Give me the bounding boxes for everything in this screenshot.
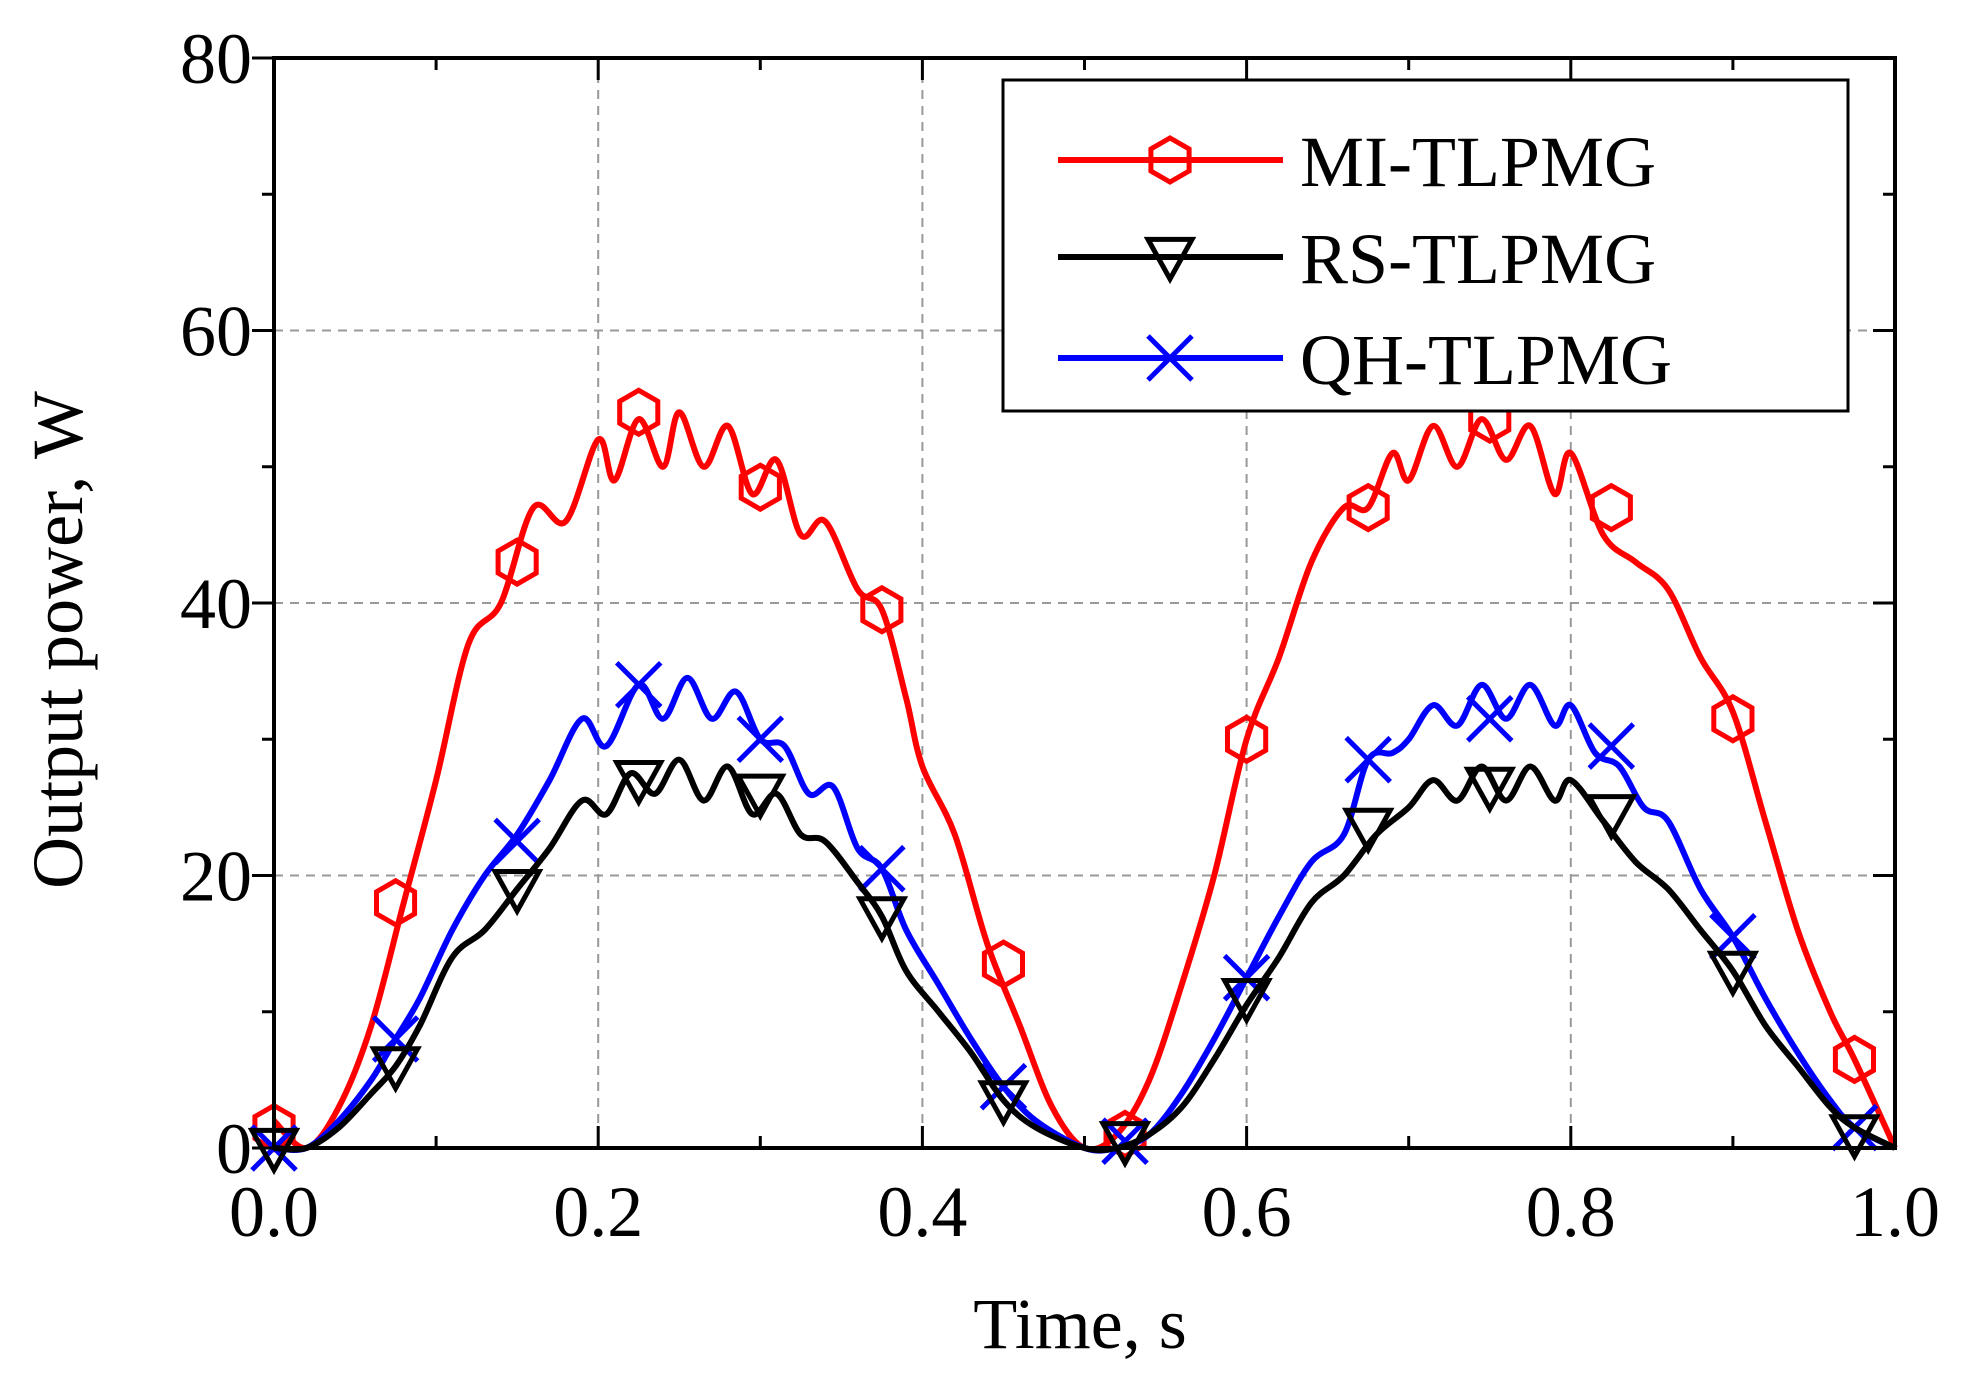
marker-rs-tlpmg <box>1463 766 1517 815</box>
y-tick-label: 20 <box>180 837 252 917</box>
marker-qh-tlpmg <box>736 715 785 764</box>
marker-mi-tlpmg <box>1711 693 1755 744</box>
marker-mi-tlpmg <box>617 387 661 438</box>
marker-qh-tlpmg-stroke <box>979 1062 1028 1111</box>
y-tick-labels: 0 20 40 60 80 <box>180 19 252 1189</box>
marker-mi-tlpmg <box>495 537 539 587</box>
marker-qh-tlpmg <box>614 660 663 709</box>
marker-qh-tlpmg-stroke <box>1344 735 1392 784</box>
series-rs-tlpmg <box>247 756 1897 1176</box>
marker-mi-tlpmg <box>1832 1034 1876 1085</box>
marker-qh-tlpmg <box>858 844 906 893</box>
marker-qh-tlpmg-stroke <box>371 1015 420 1063</box>
marker-rs-tlpmg <box>1828 1114 1881 1162</box>
legend-entry-rs-tlpmg: RS-TLPMG <box>1058 219 1656 299</box>
marker-rs-tlpmg <box>369 1046 422 1094</box>
marker-rs-tlpmg <box>977 1080 1030 1128</box>
marker-qh-tlpmg-stroke <box>1465 695 1514 743</box>
legend-label-mi-tlpmg: MI-TLPMG <box>1300 122 1656 202</box>
x-tick-labels: 0.0 0.2 0.4 0.6 0.8 1.0 <box>229 1172 1940 1252</box>
marker-qh-tlpmg <box>1587 722 1636 770</box>
marker-qh-tlpmg <box>371 1015 420 1063</box>
x-tick-label: 0.4 <box>877 1172 967 1252</box>
marker-qh-tlpmg <box>493 817 541 866</box>
y-tick-label: 40 <box>180 564 252 644</box>
x-tick-label: 0.8 <box>1526 1172 1616 1252</box>
x-tick-label: 1.0 <box>1850 1172 1940 1252</box>
x-tick-label: 0.0 <box>229 1172 319 1252</box>
marker-rs-tlpmg <box>1341 807 1395 855</box>
x-axis-label: Time, s <box>973 1284 1186 1364</box>
marker-qh-tlpmg-stroke <box>736 715 785 764</box>
marker-rs-tlpmg <box>855 896 909 944</box>
legend: MI-TLPMG RS-TLPMG QH-TLPMG <box>1001 78 1850 413</box>
x-tick-label: 0.2 <box>553 1172 643 1252</box>
series-line-mi-tlpmg <box>271 409 1898 1153</box>
marker-rs-tlpmg <box>1220 978 1273 1026</box>
marker-mi-tlpmg <box>1589 482 1633 533</box>
legend-label-qh-tlpmg: QH-TLPMG <box>1300 320 1672 400</box>
marker-qh-tlpmg-stroke <box>1101 1117 1149 1165</box>
marker-rs-tlpmg <box>1585 794 1638 842</box>
legend-entry-mi-tlpmg: MI-TLPMG <box>1058 122 1656 202</box>
legend-marker-mi-tlpmg <box>1148 135 1192 185</box>
y-tick-label: 60 <box>180 292 252 372</box>
marker-mi-tlpmg <box>1225 714 1269 765</box>
axes <box>252 56 1897 1150</box>
marker-qh-tlpmg <box>1465 695 1514 743</box>
marker-mi-tlpmg <box>1346 482 1390 533</box>
marker-mi-tlpmg <box>981 939 1025 989</box>
series-qh-tlpmg <box>250 660 1897 1172</box>
series-layer <box>247 387 1898 1176</box>
marker-qh-tlpmg <box>1344 735 1392 784</box>
legend-marker-qh-tlpmg-stroke <box>1146 334 1194 382</box>
legend-label-rs-tlpmg: RS-TLPMG <box>1300 219 1656 299</box>
marker-rs-tlpmg <box>734 773 787 821</box>
marker-qh-tlpmg-stroke <box>858 844 906 893</box>
y-tick-label: 80 <box>180 19 252 99</box>
y-axis-label: Output power, W <box>18 391 98 889</box>
marker-rs-tlpmg <box>612 760 665 808</box>
marker-rs-tlpmg <box>1706 950 1760 999</box>
marker-qh-tlpmg-stroke <box>1587 722 1636 770</box>
marker-rs-tlpmg <box>490 869 544 917</box>
legend-marker-qh-tlpmg <box>1146 334 1194 382</box>
marker-qh-tlpmg-stroke <box>614 660 663 709</box>
marker-qh-tlpmg-stroke <box>493 817 541 866</box>
marker-qh-tlpmg <box>979 1062 1028 1111</box>
legend-marker-rs-tlpmg <box>1143 236 1197 285</box>
marker-rs-tlpmg <box>1098 1121 1152 1169</box>
marker-mi-tlpmg <box>738 462 782 513</box>
series-mi-tlpmg <box>252 387 1898 1160</box>
legend-entry-qh-tlpmg: QH-TLPMG <box>1058 320 1672 400</box>
x-tick-label: 0.6 <box>1202 1172 1292 1252</box>
marker-qh-tlpmg <box>1101 1117 1149 1165</box>
marker-mi-tlpmg <box>374 877 418 928</box>
y-tick-label: 0 <box>216 1109 252 1189</box>
marker-mi-tlpmg <box>860 584 904 635</box>
